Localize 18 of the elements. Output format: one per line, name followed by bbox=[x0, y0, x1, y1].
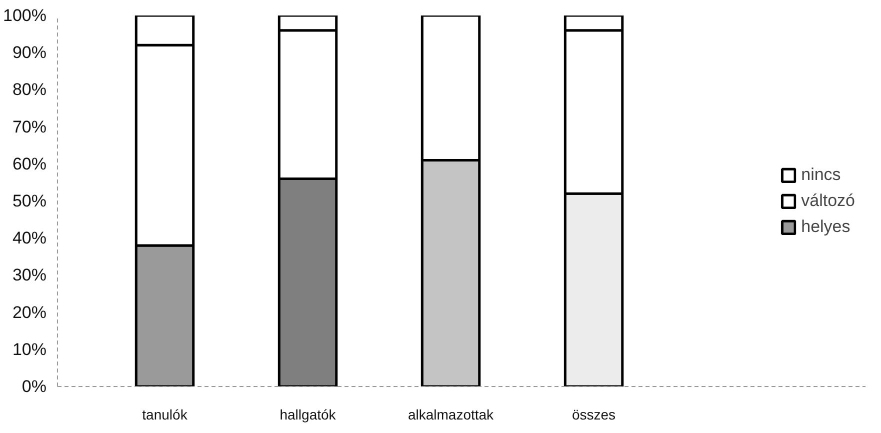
y-tick-label: 80% bbox=[12, 80, 47, 100]
legend-label: változó bbox=[801, 190, 855, 210]
x-tick-label: hallgatók bbox=[280, 406, 337, 422]
y-tick-label: 70% bbox=[12, 117, 47, 136]
x-tick-label: tanulók bbox=[142, 406, 188, 422]
legend-label: helyes bbox=[801, 216, 850, 236]
legend-label: nincs bbox=[801, 164, 841, 184]
y-tick-label: 50% bbox=[12, 192, 47, 210]
y-tick-label: 10% bbox=[12, 340, 47, 359]
y-tick-label: 0% bbox=[22, 377, 47, 396]
y-tick-label: 20% bbox=[12, 302, 47, 322]
x-tick-label: összes bbox=[572, 406, 616, 422]
y-tick-label: 100% bbox=[3, 6, 47, 25]
x-tick-label: alkalmazottak bbox=[408, 406, 495, 422]
y-tick-label: 90% bbox=[12, 43, 47, 62]
y-tick-label: 40% bbox=[12, 228, 47, 248]
y-tick-label: 30% bbox=[12, 266, 47, 285]
y-tick-label: 60% bbox=[12, 154, 47, 174]
